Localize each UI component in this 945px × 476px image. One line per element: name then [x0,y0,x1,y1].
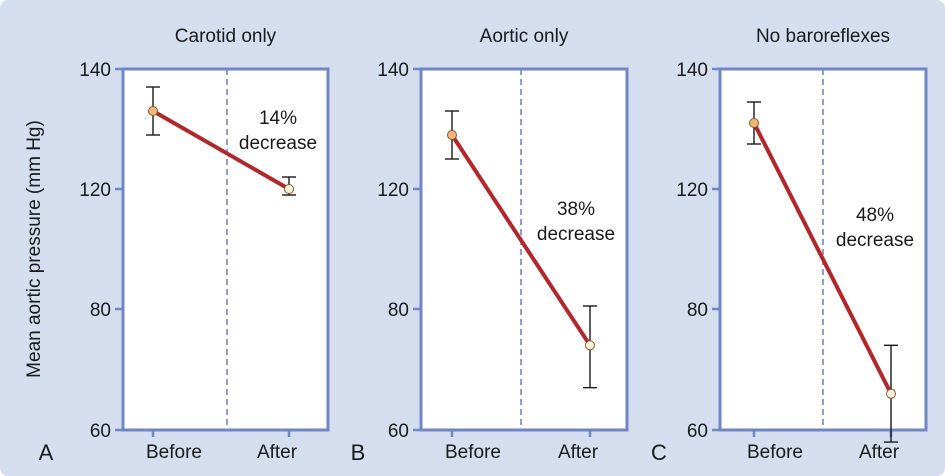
annotation-text-3: decrease [836,230,914,251]
panel-title-3: No baroreflexes [756,26,890,47]
y-tick-label: 80 [388,300,409,321]
annotation-text-1: decrease [239,133,317,154]
y-tick-label: 120 [79,180,111,201]
series-line-3 [752,121,893,396]
panel-title-1: Carotid only [175,26,277,47]
plot-area-2 [419,67,629,432]
y-tick-label: 60 [388,421,409,442]
x-tick-label: After [257,442,298,463]
annotation-percent-2: 38% [557,199,595,220]
after-point-2 [585,340,595,351]
panel-letter-2: B [351,440,366,465]
y-tick-label: 140 [676,60,708,81]
x-tick-label: After [558,442,599,463]
x-tick-label: Before [445,442,501,463]
y-tick-label: 60 [687,421,708,442]
y-tick-label: 80 [687,300,708,321]
y-axis-label: Mean aortic pressure (mm Hg) [24,120,45,378]
series-line-1 [151,109,291,191]
before-point-3 [749,118,759,128]
y-tick-label: 120 [676,180,708,201]
y-tick-label: 140 [79,60,111,81]
after-point-1 [284,184,294,194]
before-point-2 [447,130,457,140]
annotation-text-2: decrease [537,224,615,245]
series-line-2 [450,133,592,348]
before-point-1 [148,106,158,116]
panel-letter-1: A [39,440,54,465]
y-tick-label: 60 [90,421,111,442]
y-tick-label: 120 [377,180,409,201]
y-tick-label: 80 [90,300,111,321]
panel-title-2: Aortic only [480,26,569,47]
x-tick-label: After [859,442,900,463]
y-tick-label: 140 [377,60,409,81]
x-tick-label: Before [146,442,202,463]
panel-letter-3: C [651,440,667,465]
annotation-percent-3: 48% [856,205,894,226]
x-tick-label: Before [747,442,803,463]
annotation-percent-1: 14% [259,108,297,129]
after-point-3 [886,388,896,399]
plot-area-1 [121,67,330,432]
